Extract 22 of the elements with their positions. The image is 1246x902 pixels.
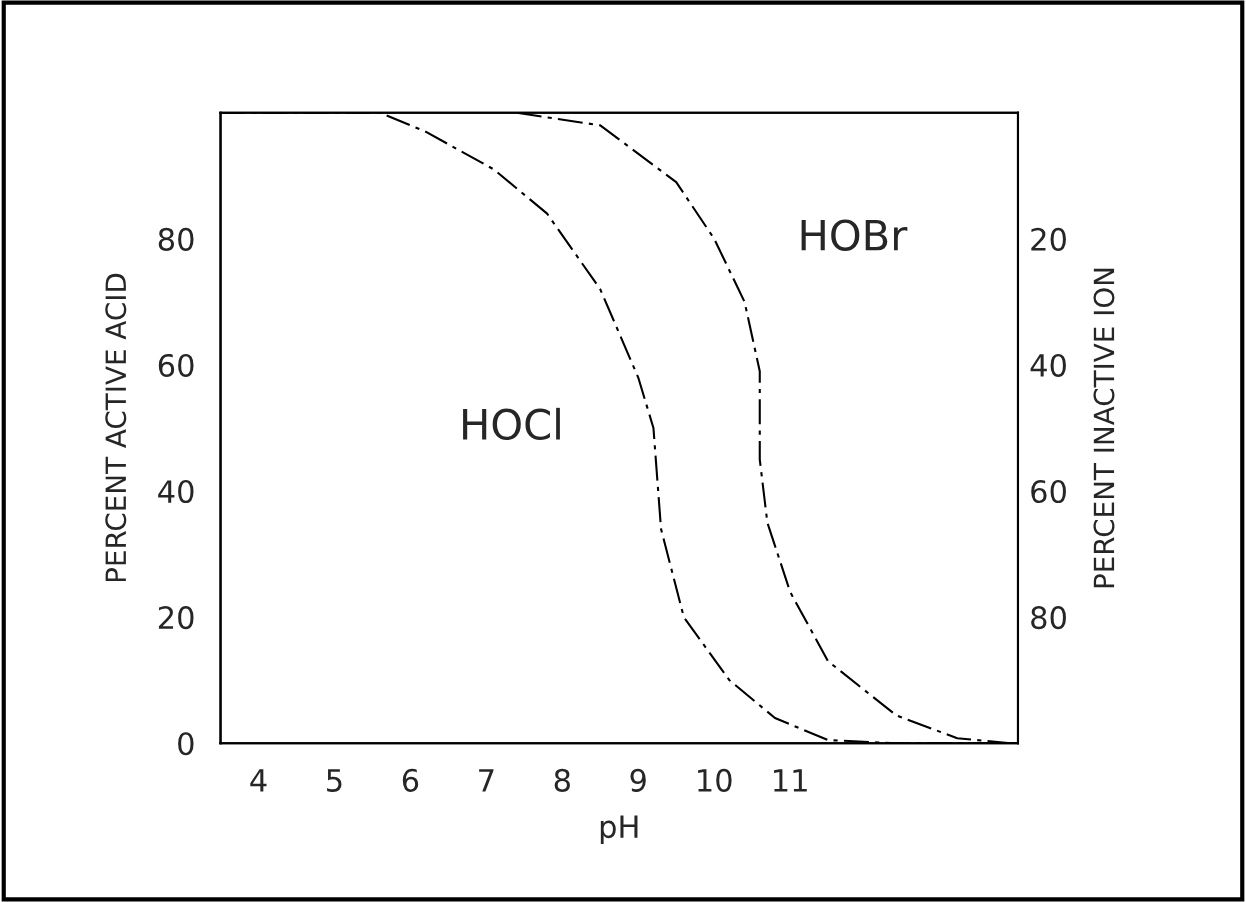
y-tick-label: 40 (158, 479, 194, 504)
x-tick-label: 10 (698, 768, 732, 792)
y2-tick-label: 40 (1030, 353, 1066, 377)
y-axis-title: PERCENT ACTIVE ACID (105, 273, 127, 582)
y-tick-label: 80 (158, 227, 194, 251)
y2-axis-title: PERCENT INACTIVE ION (1093, 268, 1115, 588)
x-tick-label: 7 (479, 769, 494, 792)
y-tick-label: 60 (158, 353, 194, 377)
y2-tick-label: 60 (1031, 479, 1066, 504)
y-tick-label: 0 (178, 732, 194, 756)
x-tick-label: 4 (250, 769, 267, 792)
x-tick-label: 5 (327, 769, 342, 792)
x-tick-label: 6 (402, 768, 419, 792)
x-tick-label: 11 (774, 769, 807, 792)
series-label: HOBr (801, 219, 908, 251)
text: HOCl (463, 407, 560, 441)
x-tick-label: 8 (554, 768, 570, 792)
y2-tick-label: 20 (1031, 227, 1066, 251)
y2-tick-label: 80 (1031, 606, 1066, 630)
x-axis-title: pH (600, 815, 638, 845)
x-tick-label: 9 (630, 768, 646, 792)
y-tick-label: 20 (158, 606, 194, 630)
